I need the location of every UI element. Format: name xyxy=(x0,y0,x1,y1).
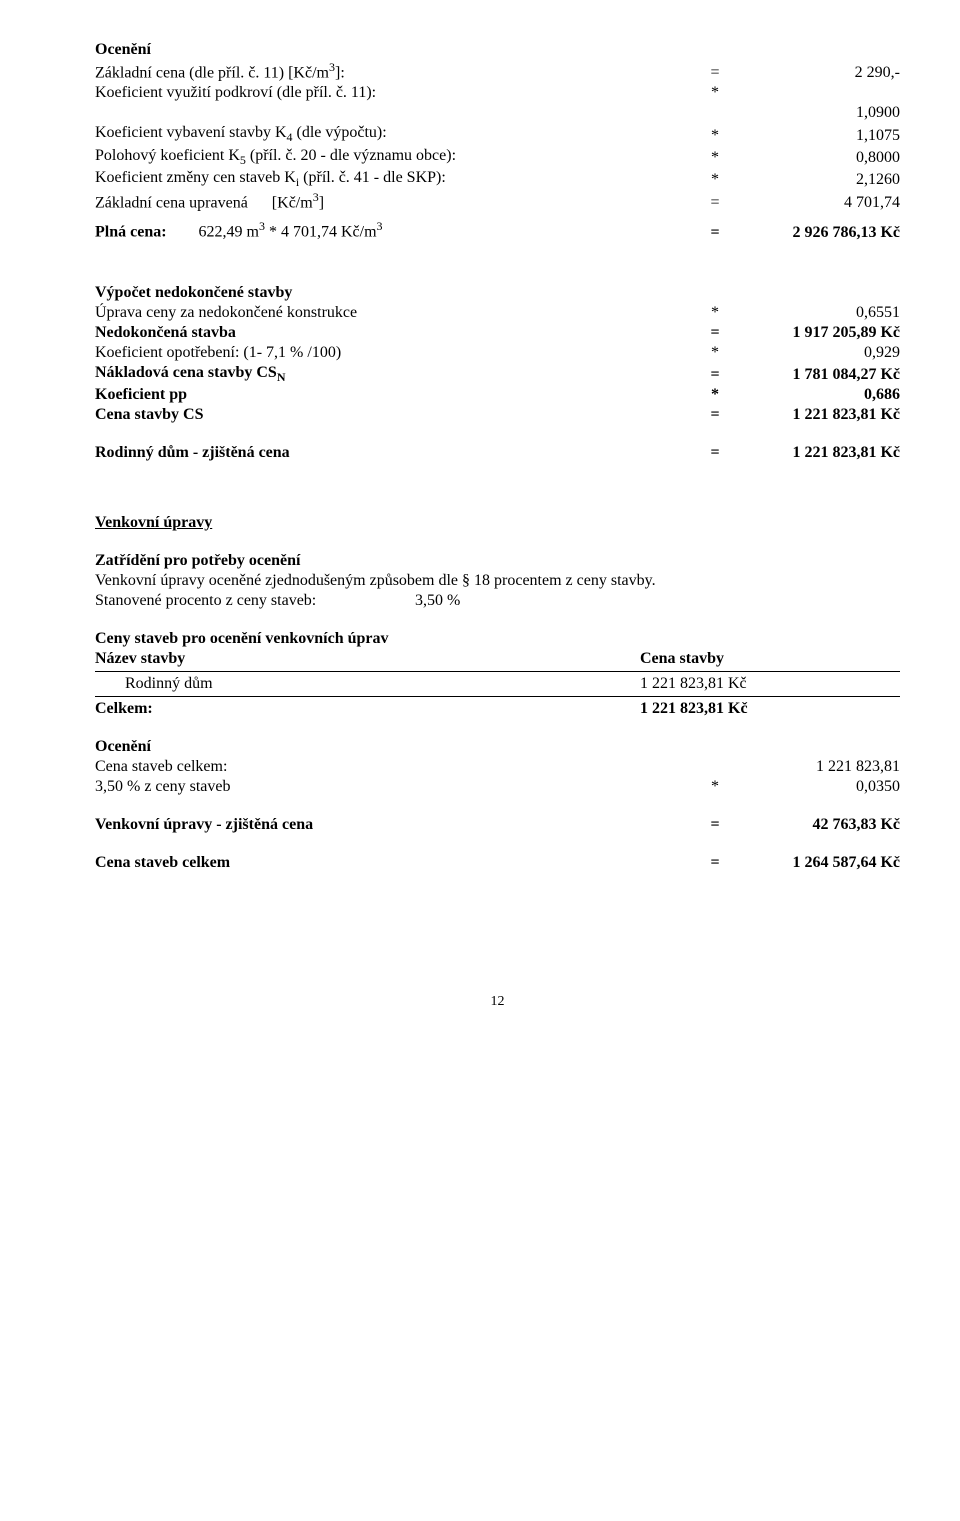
th-nazev: Název stavby xyxy=(95,649,640,669)
calc-op: * xyxy=(700,343,730,363)
s3-r1-val: 1 221 823,81 xyxy=(730,757,900,777)
s3-line2: Stanovené procento z ceny staveb: 3,50 % xyxy=(95,591,900,611)
calc-row: 1,0900 xyxy=(95,103,900,123)
s3-final2-op: = xyxy=(700,853,730,873)
table-rule2 xyxy=(95,696,900,697)
calc-val: 1 781 084,27 Kč xyxy=(730,365,900,385)
s3-r2-op: * xyxy=(700,777,730,797)
calc-op: * xyxy=(700,385,730,405)
calc-row: Koeficient opotřebení: (1- 7,1 % /100)*0… xyxy=(95,343,900,363)
calc-label: Koeficient změny cen staveb Ki (příl. č.… xyxy=(95,168,700,190)
s3-final2-label: Cena staveb celkem xyxy=(95,853,700,873)
section1-title: Ocenění xyxy=(95,40,900,60)
plna-val: 2 926 786,13 Kč xyxy=(730,223,900,243)
s3-sub1: Zatřídění pro potřeby ocenění xyxy=(95,551,900,571)
td-cena: 1 221 823,81 Kč xyxy=(640,674,900,694)
calc-val: 0,6551 xyxy=(730,303,900,323)
s3-r2: 3,50 % z ceny staveb * 0,0350 xyxy=(95,777,900,797)
calc-row: Nákladová cena stavby CSN=1 781 084,27 K… xyxy=(95,363,900,385)
calc-row: Koeficient vybavení stavby K4 (dle výpoč… xyxy=(95,123,900,145)
calc-row: Základní cena (dle příl. č. 11) [Kč/m3]:… xyxy=(95,60,900,83)
calc-row: Koeficient změny cen staveb Ki (příl. č.… xyxy=(95,168,900,190)
calc-label: Polohový koeficient K5 (příl. č. 20 - dl… xyxy=(95,146,700,168)
td-nazev: Rodinný dům xyxy=(95,674,640,694)
plna-label: Plná cena: 622,49 m3 * 4 701,74 Kč/m3 xyxy=(95,219,700,242)
calc-row: Nedokončená stavba=1 917 205,89 Kč xyxy=(95,323,900,343)
s3-final2: Cena staveb celkem = 1 264 587,64 Kč xyxy=(95,853,900,873)
s3-final1-label: Venkovní úpravy - zjištěná cena xyxy=(95,815,700,835)
rodinny-dum-final: Rodinný dům - zjištěná cena = 1 221 823,… xyxy=(95,443,900,463)
s3-final1: Venkovní úpravy - zjištěná cena = 42 763… xyxy=(95,815,900,835)
calc-op: * xyxy=(700,170,730,190)
calc-op: * xyxy=(700,83,730,103)
s2-final-label: Rodinný dům - zjištěná cena xyxy=(95,443,700,463)
calc-label: Nákladová cena stavby CSN xyxy=(95,363,700,385)
plna-cena-row: Plná cena: 622,49 m3 * 4 701,74 Kč/m3 = … xyxy=(95,219,900,242)
s3-final1-val: 42 763,83 Kč xyxy=(730,815,900,835)
calc-op: = xyxy=(700,193,730,213)
calc-op: = xyxy=(700,63,730,83)
s3-r2-val: 0,0350 xyxy=(730,777,900,797)
calc-val: 1 917 205,89 Kč xyxy=(730,323,900,343)
calc-row: Koeficient pp*0,686 xyxy=(95,385,900,405)
calc-op: = xyxy=(700,365,730,385)
calc-val: 0,929 xyxy=(730,343,900,363)
calc-label: Cena stavby CS xyxy=(95,405,700,425)
calc-val: 2,1260 xyxy=(730,170,900,190)
calc-val: 0,8000 xyxy=(730,148,900,168)
calc-label: Základní cena upravená [Kč/m3] xyxy=(95,190,700,213)
calc-op: * xyxy=(700,148,730,168)
calc-val: 0,686 xyxy=(730,385,900,405)
calc-op: = xyxy=(700,323,730,343)
calc-label: Nedokončená stavba xyxy=(95,323,700,343)
calc-row: Cena stavby CS=1 221 823,81 Kč xyxy=(95,405,900,425)
section3-title: Venkovní úpravy xyxy=(95,513,900,533)
page-number: 12 xyxy=(95,993,900,1011)
s3-r2-label: 3,50 % z ceny staveb xyxy=(95,777,700,797)
calc-row: Polohový koeficient K5 (příl. č. 20 - dl… xyxy=(95,146,900,168)
total-val: 1 221 823,81 Kč xyxy=(640,699,900,719)
calc-val: 2 290,- xyxy=(730,63,900,83)
table-rule1 xyxy=(95,671,900,672)
calc-label: Úprava ceny za nedokončené konstrukce xyxy=(95,303,700,323)
calc-label: Koeficient opotřebení: (1- 7,1 % /100) xyxy=(95,343,700,363)
s3-final2-val: 1 264 587,64 Kč xyxy=(730,853,900,873)
th-cena: Cena stavby xyxy=(640,649,900,669)
table-row: Rodinný dům 1 221 823,81 Kč xyxy=(95,674,900,694)
calc-op: = xyxy=(700,405,730,425)
s3-line2a: Stanovené procento z ceny staveb: xyxy=(95,591,415,611)
calc-val: 1 221 823,81 Kč xyxy=(730,405,900,425)
calc-label: Základní cena (dle příl. č. 11) [Kč/m3]: xyxy=(95,60,700,83)
table-header: Název stavby Cena stavby xyxy=(95,649,900,669)
s3-line2b: 3,50 % xyxy=(415,591,900,611)
calc-op: * xyxy=(700,126,730,146)
calc-row: Koeficient využití podkroví (dle příl. č… xyxy=(95,83,900,103)
s3-sub2: Ceny staveb pro ocenění venkovních úprav xyxy=(95,629,900,649)
calc-op: * xyxy=(700,303,730,323)
calc-val: 4 701,74 xyxy=(730,193,900,213)
plna-op: = xyxy=(700,223,730,243)
s3-r1-label: Cena staveb celkem: xyxy=(95,757,700,777)
s2-final-val: 1 221 823,81 Kč xyxy=(730,443,900,463)
calc-row: Základní cena upravená [Kč/m3]=4 701,74 xyxy=(95,190,900,213)
s2-final-op: = xyxy=(700,443,730,463)
calc-label: Koeficient pp xyxy=(95,385,700,405)
total-label: Celkem: xyxy=(95,699,640,719)
calc-label: Koeficient vybavení stavby K4 (dle výpoč… xyxy=(95,123,700,145)
calc-val: 1,0900 xyxy=(730,103,900,123)
calc-label: Koeficient využití podkroví (dle příl. č… xyxy=(95,83,700,103)
section2-title: Výpočet nedokončené stavby xyxy=(95,283,900,303)
s3-oceneni-title: Ocenění xyxy=(95,737,900,757)
calc-row: Úprava ceny za nedokončené konstrukce*0,… xyxy=(95,303,900,323)
calc-val: 1,1075 xyxy=(730,126,900,146)
s3-final1-op: = xyxy=(700,815,730,835)
s3-line1: Venkovní úpravy oceněné zjednodušeným zp… xyxy=(95,571,900,591)
s3-r1: Cena staveb celkem: 1 221 823,81 xyxy=(95,757,900,777)
table-total: Celkem: 1 221 823,81 Kč xyxy=(95,699,900,719)
